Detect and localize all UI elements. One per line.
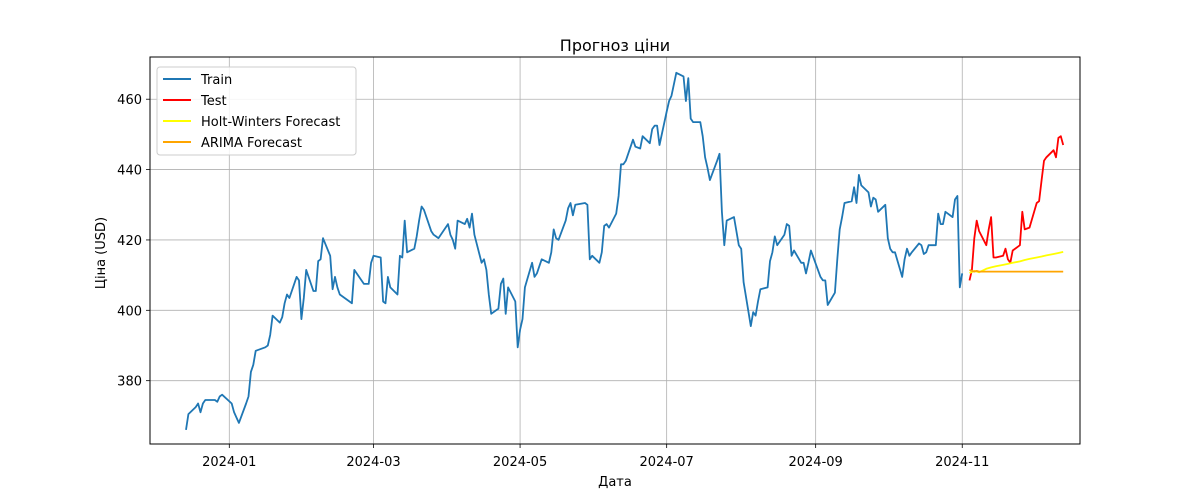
legend-label: ARIMA Forecast — [201, 136, 302, 151]
chart-title: Прогноз ціни — [560, 36, 670, 55]
x-tick-label: 2024-07 — [640, 455, 694, 470]
x-tick-label: 2024-09 — [788, 455, 842, 470]
axis-ticks: 2024-01 2024-03 2024-05 2024-07 2024-09 2024-… — [117, 93, 989, 470]
plot-frame — [149, 56, 1081, 445]
series-line-holt-winters-forecast — [969, 251, 1064, 274]
legend: Train Test Holt-Winters Forecast ARIMA Fore… — [156, 66, 357, 156]
x-tick-label: 2024-03 — [346, 455, 400, 470]
series-lines — [185, 71, 1065, 431]
legend-label: Train — [200, 73, 232, 88]
legend-label: Holt-Winters Forecast — [201, 115, 340, 130]
series-line-test — [968, 135, 1065, 281]
y-tick-label: 400 — [117, 304, 142, 319]
y-tick-label: 380 — [117, 375, 142, 390]
legend-box — [156, 66, 357, 156]
y-tick-label: 440 — [117, 164, 142, 179]
x-tick-label: 2024-11 — [935, 455, 989, 470]
y-axis-label: Ціна (USD) — [94, 217, 109, 289]
series-line-arima-forecast — [969, 269, 1064, 273]
x-tick-label: 2024-01 — [202, 455, 256, 470]
series-line-train — [185, 71, 964, 431]
y-tick-label: 420 — [117, 234, 142, 249]
y-tick-label: 460 — [117, 93, 142, 108]
x-tick-label: 2024-05 — [493, 455, 547, 470]
x-axis-label: Дата — [598, 475, 632, 490]
legend-label: Test — [200, 94, 227, 109]
